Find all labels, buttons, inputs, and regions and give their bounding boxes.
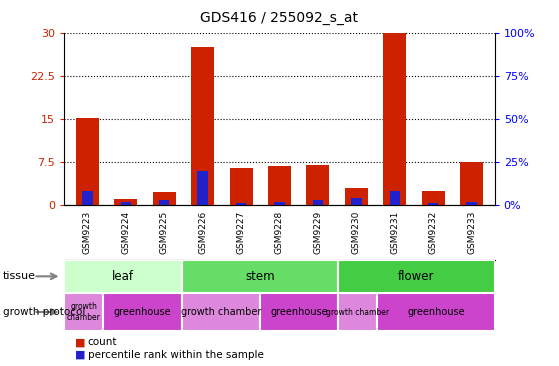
Text: GSM9229: GSM9229 [314,211,323,254]
Bar [274,202,285,205]
Text: GSM9231: GSM9231 [390,211,399,254]
Bar [390,191,400,205]
Bar [191,47,214,205]
Text: growth
chamber: growth chamber [67,302,101,322]
Bar [159,200,169,205]
Bar [383,33,406,205]
Text: tissue: tissue [3,271,36,281]
Text: greenhouse: greenhouse [270,307,328,317]
Text: stem: stem [245,270,274,283]
Text: ■: ■ [75,350,86,360]
Bar [345,188,368,205]
Bar [338,293,377,331]
Bar [338,260,495,293]
Bar [460,162,483,205]
Bar [306,165,329,205]
Text: GSM9232: GSM9232 [429,211,438,254]
Bar [428,203,438,205]
Text: growth protocol: growth protocol [3,307,85,317]
Bar [351,198,362,205]
Bar [197,171,208,205]
Text: growth chamber: growth chamber [326,307,389,317]
Text: GDS416 / 255092_s_at: GDS416 / 255092_s_at [201,11,358,25]
Bar [64,293,103,331]
Text: percentile rank within the sample: percentile rank within the sample [88,350,264,360]
Bar [82,191,93,205]
Bar [377,293,495,331]
Text: GSM9228: GSM9228 [275,211,284,254]
Text: ■: ■ [75,337,86,347]
Text: greenhouse: greenhouse [113,307,172,317]
Text: count: count [88,337,117,347]
Text: GSM9227: GSM9227 [236,211,245,254]
Bar [64,260,182,293]
Text: GSM9225: GSM9225 [160,211,169,254]
Text: GSM9230: GSM9230 [352,211,361,254]
Text: growth chamber: growth chamber [181,307,261,317]
Bar [76,118,99,205]
Bar [236,203,247,205]
Bar [153,193,176,205]
Bar [268,166,291,205]
Text: GSM9233: GSM9233 [467,211,476,254]
Text: flower: flower [398,270,435,283]
Bar [421,191,445,205]
Bar [466,202,477,205]
Bar [312,200,323,205]
Bar [230,168,253,205]
Bar [103,293,182,331]
Bar [182,260,338,293]
Text: greenhouse: greenhouse [407,307,465,317]
Bar [182,293,260,331]
Text: GSM9224: GSM9224 [121,211,130,254]
Text: leaf: leaf [112,270,134,283]
Text: GSM9223: GSM9223 [83,211,92,254]
Bar [260,293,338,331]
Text: GSM9226: GSM9226 [198,211,207,254]
Bar [114,199,138,205]
Bar [121,202,131,205]
